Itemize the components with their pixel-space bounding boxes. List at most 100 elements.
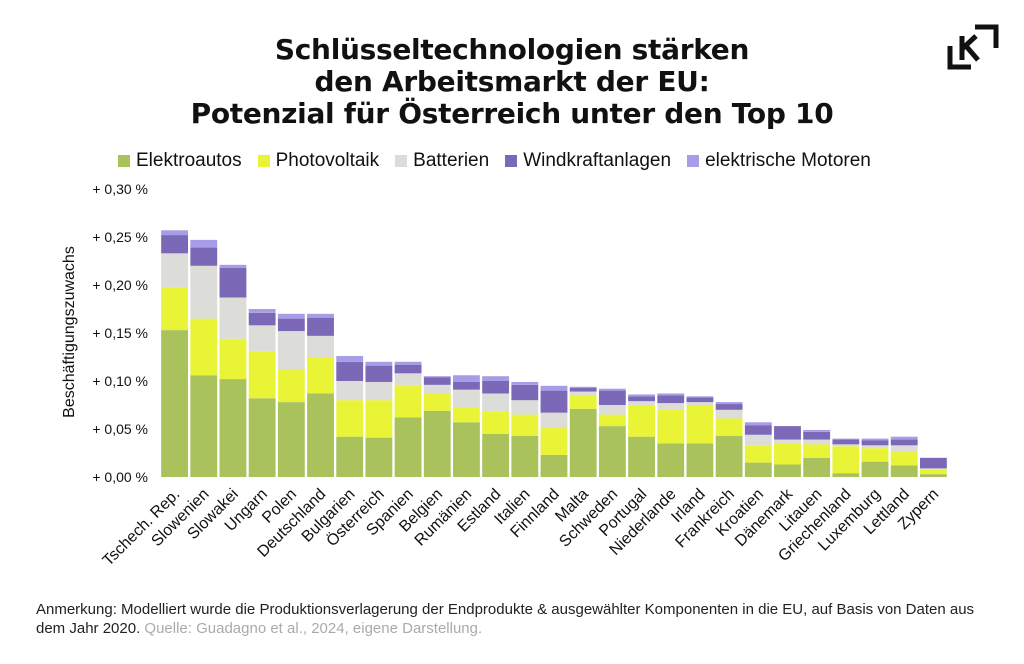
bar-segment (307, 357, 334, 394)
legend-label: Photovoltaik (275, 150, 380, 171)
bar-segment (657, 403, 685, 410)
bar-segment (744, 425, 772, 435)
bar-segment (482, 411, 510, 434)
bar-segment (598, 390, 626, 405)
bar-segment (569, 395, 597, 409)
bar-segment (686, 397, 714, 403)
bar-segment (161, 330, 189, 477)
bar-segment (686, 405, 714, 444)
bar-segment (686, 402, 714, 405)
bar-segment (744, 462, 772, 477)
source-text: Guadagno et al., 2024, eigene Darstellun… (191, 620, 483, 637)
bar-segment (248, 325, 276, 352)
bar-segment (365, 400, 393, 438)
bar-segment (598, 388, 626, 391)
chart-legend: Elektroautos Photovoltaik Batterien Windkra… (118, 150, 871, 172)
bar-segment (803, 457, 831, 477)
bar-segment (453, 406, 480, 423)
bar-segment (628, 405, 655, 437)
y-tick-label: + 0,25 % (92, 229, 148, 245)
bar-segment (277, 313, 305, 319)
bar-segment (890, 439, 918, 446)
bar-segment (190, 318, 218, 376)
bar-segment (774, 426, 801, 440)
legend-label: elektrische Motoren (705, 150, 871, 171)
bar-segment (219, 297, 247, 339)
bar-segment (453, 375, 480, 382)
y-tick-label: + 0,15 % (92, 325, 148, 341)
brand-logo: K (947, 24, 999, 70)
bar-segment (453, 422, 480, 477)
bar-segment (569, 387, 597, 392)
bar-segment (394, 385, 422, 418)
bar-segment (832, 473, 860, 477)
bar-segment (365, 381, 393, 401)
bar-segment (423, 384, 451, 394)
bar-segment (248, 312, 276, 326)
bar-segment (919, 469, 947, 475)
bar-segment (803, 439, 831, 445)
bar-segment (744, 445, 772, 463)
bar-segment (394, 364, 422, 374)
bar-segment (569, 386, 597, 388)
legend-item-0: Elektroautos (118, 150, 242, 172)
bar-segment (744, 434, 772, 446)
bar-segment (715, 404, 743, 410)
bar-segment (336, 400, 364, 437)
bar-segment (277, 331, 305, 370)
bar-segment (219, 379, 247, 477)
bar-segment (482, 376, 510, 381)
bar-segment (774, 439, 801, 444)
bar-segment (686, 443, 714, 477)
bar-segment (803, 429, 831, 432)
bar-segment (336, 436, 364, 477)
bar-segment (482, 393, 510, 412)
bar-segment (219, 338, 247, 380)
bar-segment (657, 409, 685, 444)
bar-segment (832, 444, 860, 447)
bar-segment (511, 400, 539, 415)
bar-segment (161, 235, 189, 254)
title-line-1: Schlüsseltechnologien stärken (274, 33, 750, 66)
bar-segment (832, 446, 860, 474)
bar-segment (598, 405, 626, 415)
bar-segment (628, 396, 655, 402)
bar-segment (890, 436, 918, 440)
bar-segment (453, 381, 480, 390)
bar-segment (336, 381, 364, 401)
bar-segment (190, 375, 218, 477)
bar-segment (657, 443, 685, 477)
bar-segment (423, 376, 451, 378)
legend-label: Elektroautos (136, 150, 242, 171)
note-label: Anmerkung: (36, 601, 117, 618)
bar-segment (511, 384, 539, 401)
bar-segment (423, 377, 451, 385)
bar-segment (919, 474, 947, 477)
bar-segment (657, 395, 685, 404)
bar-segment (423, 410, 451, 477)
bar-segment (832, 439, 860, 445)
bar-segment (219, 267, 247, 298)
bar-segment (715, 402, 743, 405)
bar-segment (657, 393, 685, 396)
bar-segment (715, 409, 743, 419)
bar-segment (540, 454, 568, 477)
bar-segment (365, 365, 393, 382)
y-tick-label: + 0,10 % (92, 373, 148, 389)
legend-swatch (118, 155, 130, 167)
bar-segment (569, 408, 597, 477)
bar-segment (628, 436, 655, 477)
title-line-2: den Arbeitsmarkt der EU: (314, 65, 710, 98)
bar-segment (511, 381, 539, 385)
bar-segment (832, 438, 860, 440)
footnote: Anmerkung: Modelliert wurde die Produkti… (36, 600, 996, 638)
legend-item-1: Photovoltaik (257, 150, 380, 172)
bar-segment (277, 369, 305, 403)
title-line-3: Potenzial für Österreich unter den Top 1… (190, 97, 834, 130)
bar-segment (540, 390, 568, 413)
bar-segment (890, 445, 918, 453)
bar-segment (161, 287, 189, 331)
bar-segment (219, 264, 247, 268)
bar-segment (161, 230, 189, 236)
